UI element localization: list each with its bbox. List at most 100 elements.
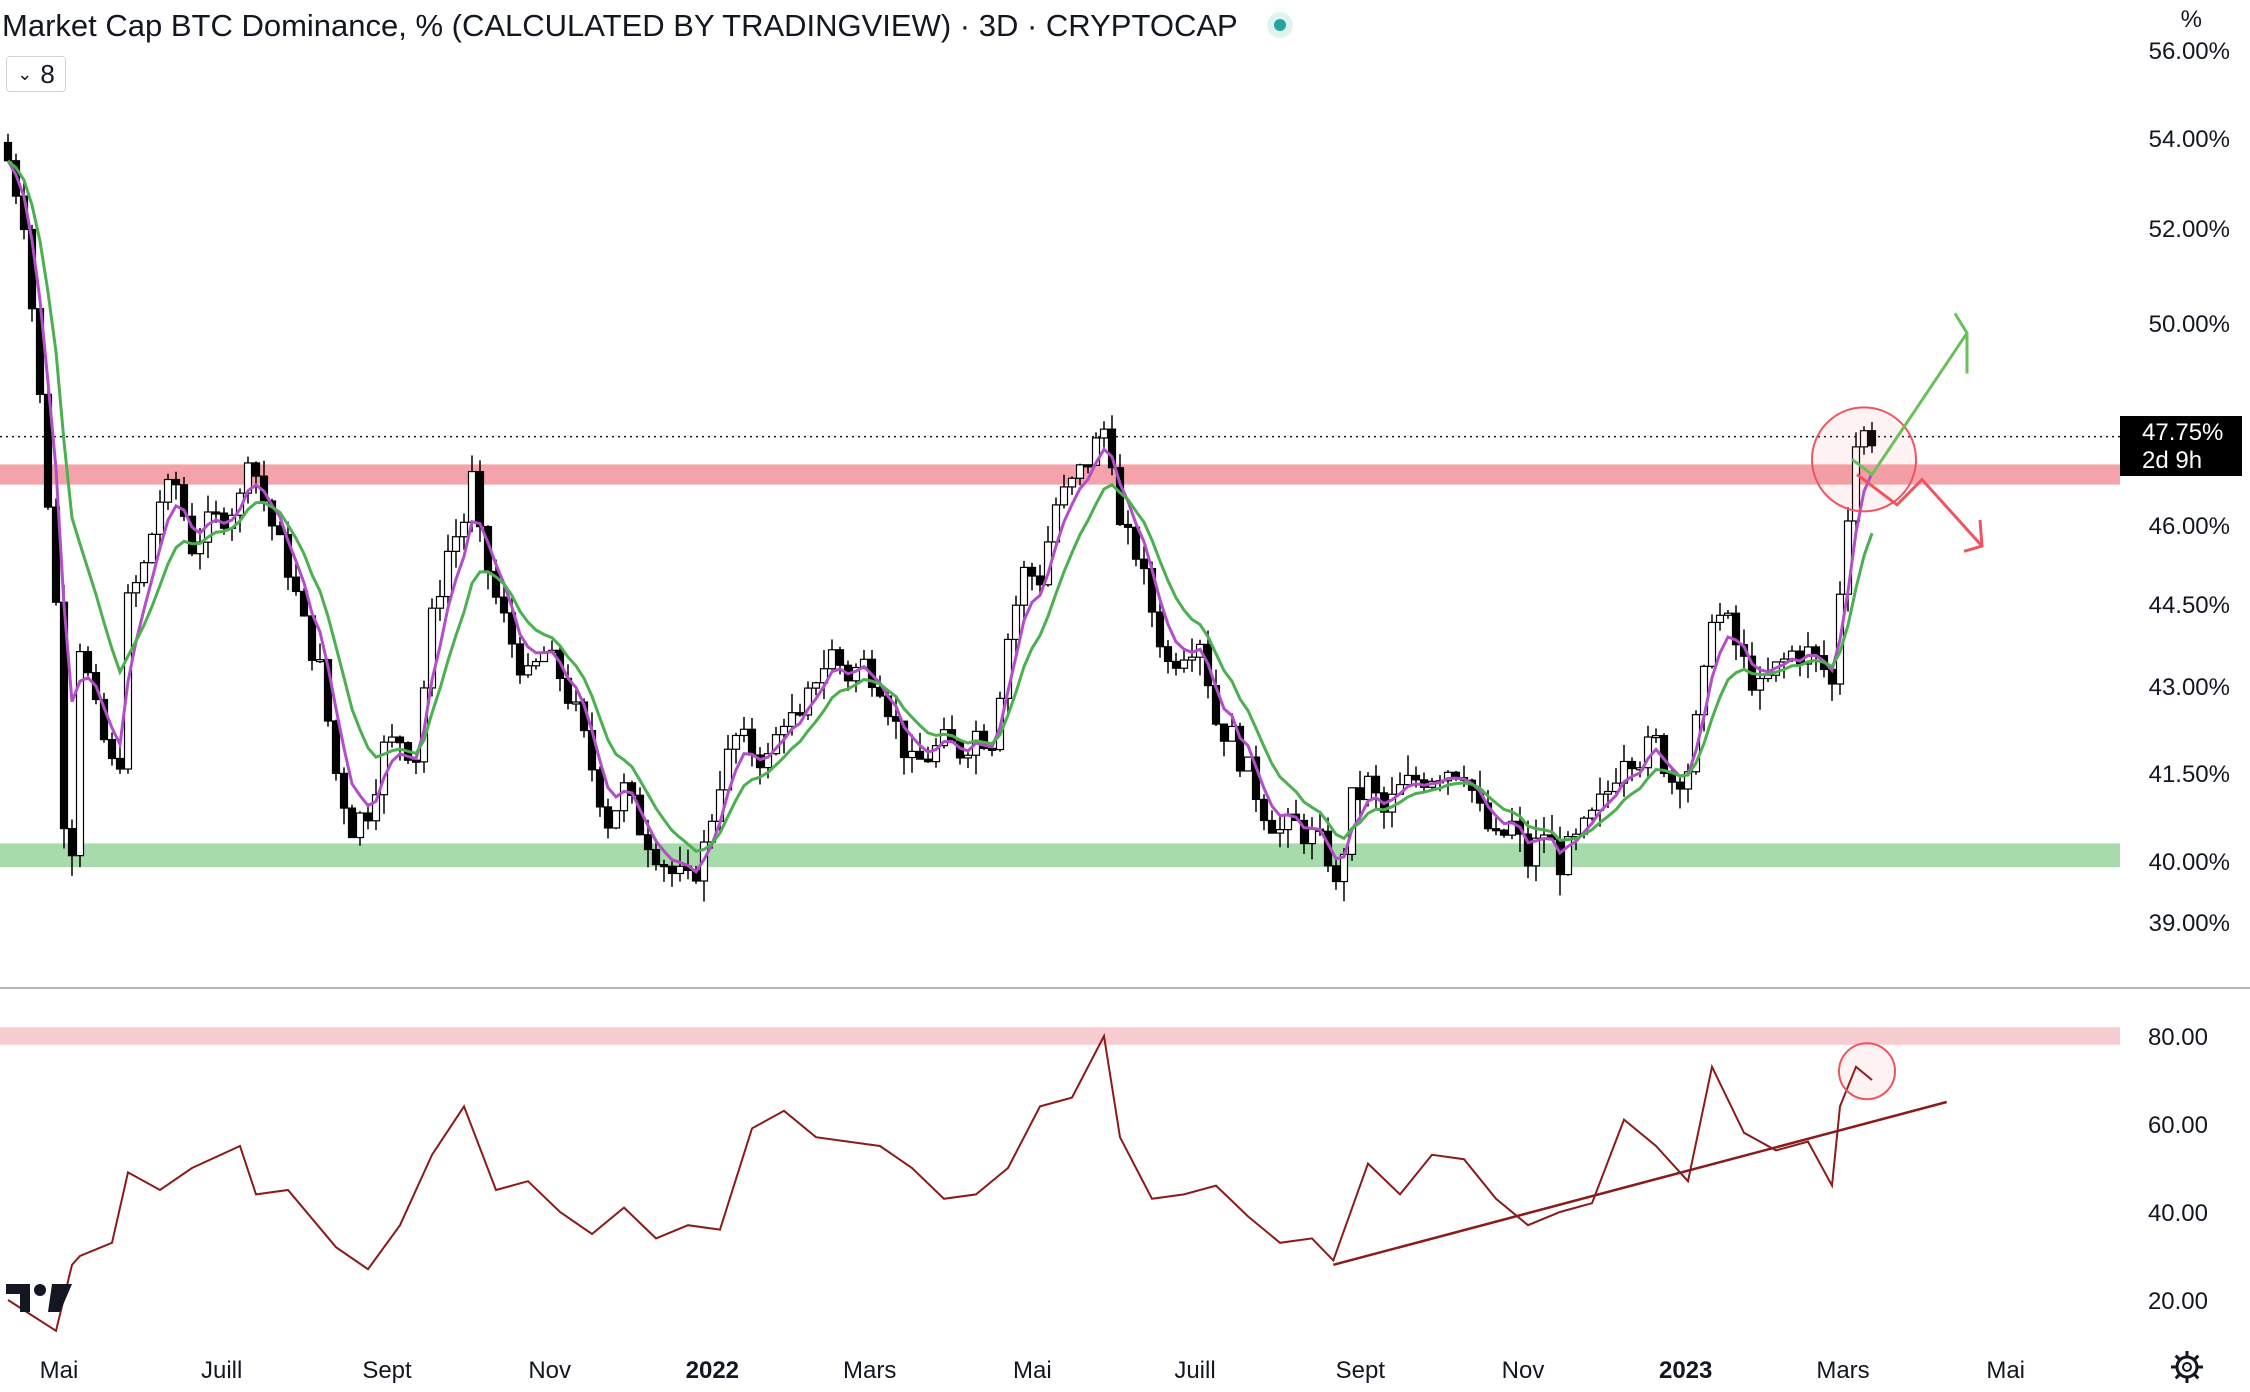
time-axis-label: Mai bbox=[1986, 1357, 2025, 1384]
candle bbox=[595, 766, 605, 817]
price-axis-label: 50.00% bbox=[2149, 311, 2230, 338]
candle-body bbox=[643, 834, 653, 851]
price-scale-unit[interactable]: % bbox=[2180, 6, 2202, 33]
candle-body bbox=[1067, 477, 1077, 488]
candle bbox=[163, 473, 173, 510]
candle-body bbox=[1187, 656, 1197, 661]
last-price-label: 47.75% 2d 9h bbox=[2120, 416, 2242, 476]
candle-body bbox=[923, 758, 933, 763]
support-zone bbox=[0, 843, 2120, 868]
candle bbox=[83, 646, 93, 676]
candle bbox=[1331, 858, 1341, 890]
candle bbox=[1731, 605, 1741, 661]
candle-body bbox=[3, 141, 13, 162]
candle-body bbox=[251, 462, 261, 477]
candle-body bbox=[163, 478, 173, 503]
price-axis-label: 52.00% bbox=[2149, 216, 2230, 243]
candle bbox=[1371, 764, 1381, 810]
ema-fast-line bbox=[6, 159, 1874, 874]
candle-body bbox=[1107, 428, 1117, 469]
price-axis-label: 43.00% bbox=[2149, 674, 2230, 701]
candle-body bbox=[987, 747, 997, 751]
time-axis-label: Mars bbox=[1816, 1357, 1869, 1384]
candle bbox=[75, 643, 85, 868]
candle bbox=[147, 532, 157, 564]
candle-body bbox=[1499, 829, 1509, 836]
rsi-pane[interactable] bbox=[0, 1027, 2120, 1333]
candle bbox=[339, 767, 349, 825]
candle-body bbox=[651, 848, 661, 866]
candle bbox=[435, 579, 445, 621]
candle-body bbox=[1163, 646, 1173, 663]
candle-body bbox=[315, 659, 325, 663]
candle-body bbox=[931, 745, 941, 763]
candle-body bbox=[1555, 839, 1565, 876]
candle-body bbox=[1531, 837, 1541, 867]
time-axis-label: 2023 bbox=[1659, 1357, 1712, 1384]
candle-body bbox=[1003, 638, 1013, 699]
candle-body bbox=[1755, 677, 1765, 691]
candle bbox=[827, 639, 837, 670]
candle bbox=[387, 724, 397, 748]
candle bbox=[1011, 595, 1021, 657]
candle-body bbox=[451, 536, 461, 552]
bearish-scenario-arrow bbox=[1856, 473, 1984, 548]
candle bbox=[291, 561, 301, 596]
candle bbox=[1867, 422, 1877, 453]
candle bbox=[1715, 603, 1725, 631]
indicator-count: 8 bbox=[40, 58, 55, 89]
time-axis-label: Juill bbox=[201, 1357, 242, 1384]
candle-body bbox=[339, 772, 349, 809]
candle bbox=[1403, 755, 1413, 787]
bearish-arrow-head bbox=[1963, 519, 1984, 553]
candle-body bbox=[1259, 798, 1269, 822]
candle-body bbox=[1243, 756, 1253, 772]
market-status-dot[interactable] bbox=[1273, 18, 1286, 31]
candle-body bbox=[1411, 774, 1421, 781]
candle-body bbox=[1731, 612, 1741, 646]
rsi-trendline bbox=[1333, 1100, 1947, 1267]
candle-body bbox=[795, 712, 805, 716]
candle-body bbox=[507, 612, 517, 645]
candle-body bbox=[979, 730, 989, 749]
candle bbox=[451, 519, 461, 568]
candle bbox=[155, 490, 165, 547]
candle bbox=[1651, 728, 1661, 743]
candle-body bbox=[1219, 723, 1229, 742]
candle-body bbox=[1179, 659, 1189, 669]
candle bbox=[1675, 777, 1685, 809]
candle bbox=[1003, 633, 1013, 715]
candle bbox=[651, 838, 661, 871]
candle-body bbox=[1851, 446, 1861, 522]
bar-countdown: 2d 9h bbox=[2142, 447, 2203, 474]
candle-body bbox=[211, 511, 221, 515]
candle bbox=[611, 810, 621, 830]
candle-body bbox=[619, 782, 629, 812]
candle bbox=[1243, 756, 1253, 772]
tradingview-logo-icon[interactable] bbox=[6, 1278, 72, 1318]
time-axis-label: Mai bbox=[40, 1357, 79, 1384]
price-pane[interactable] bbox=[0, 133, 2120, 902]
candle-body bbox=[1267, 819, 1277, 834]
candle-body bbox=[1227, 725, 1237, 742]
time-axis-label: Sept bbox=[1336, 1357, 1386, 1384]
candle bbox=[1347, 787, 1357, 861]
candle-body bbox=[811, 682, 821, 689]
candle bbox=[1619, 744, 1629, 797]
ema-slow-line bbox=[7, 159, 1874, 853]
candle-body bbox=[1627, 760, 1637, 770]
candle bbox=[923, 746, 933, 763]
gear-icon[interactable] bbox=[2170, 1350, 2204, 1384]
candle-body bbox=[1027, 566, 1037, 577]
candle-body bbox=[171, 478, 181, 486]
candle-body bbox=[1355, 787, 1365, 801]
candle bbox=[531, 658, 541, 670]
axes: 56.00% 54.00% 52.00% 50.00% 46.00% 44.50% 43.0… bbox=[0, 38, 2250, 1384]
candle bbox=[139, 560, 149, 587]
indicators-toggle-button[interactable]: ⌄ 8 bbox=[6, 56, 66, 92]
bullish-arrow-head bbox=[1953, 312, 1969, 374]
candle bbox=[803, 681, 813, 721]
candle bbox=[1139, 546, 1149, 585]
time-axis-label: Mai bbox=[1013, 1357, 1052, 1384]
